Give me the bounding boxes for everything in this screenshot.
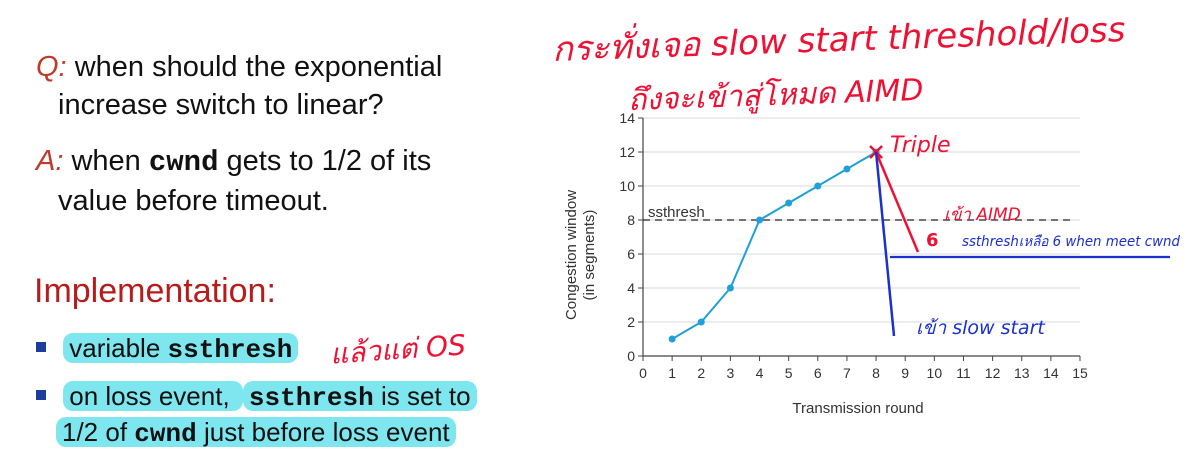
top-annotation-line1: กระทั่งเจอ slow start threshold/loss [551, 10, 1127, 70]
question-block: Q: when should the exponential increase … [36, 48, 556, 124]
x-tick-label: 6 [814, 365, 822, 381]
bullet2-text-a: on loss event, [69, 381, 230, 411]
y-tick-label: 14 [619, 110, 635, 126]
bullet2-line2-a: 1/2 of [62, 417, 128, 447]
enter-aimd-annotation: เข้า AIMD [944, 205, 1021, 225]
bullet-square-icon [36, 342, 46, 353]
y-tick-label: 10 [619, 178, 635, 194]
a-prefix: A: [36, 145, 64, 177]
ssthresh-label: ssthresh [648, 204, 705, 221]
os-note: แล้วแต่ OS [328, 328, 467, 371]
implementation-title: Implementation: [34, 272, 276, 310]
slow-start-annotation: เข้า slow start [916, 317, 1046, 339]
x-tick-label: 10 [927, 365, 943, 381]
data-point [726, 284, 734, 292]
bullet1-text: variable [69, 333, 161, 363]
x-tick-label: 15 [1072, 365, 1088, 381]
x-tick-label: 0 [639, 365, 647, 381]
y-tick-label: 8 [627, 212, 635, 228]
x-tick-label: 13 [1014, 365, 1030, 381]
bullet2-highlight-a: on loss event, [63, 381, 243, 411]
x-tick-label: 5 [785, 365, 793, 381]
x-tick-label: 1 [668, 365, 676, 381]
bullet1-code: ssthresh [167, 335, 293, 365]
six-annotation: 6 [926, 230, 939, 251]
data-point [697, 318, 705, 326]
bullet2-highlight-b: ssthresh is set to [242, 381, 477, 413]
x-axis-label: Transmission round [792, 400, 923, 417]
bullet2-text-b: is set to [380, 381, 471, 411]
x-tick-label: 14 [1043, 365, 1059, 381]
data-point [756, 216, 764, 224]
a-text-line2: value before timeout. [58, 185, 329, 217]
data-point [785, 199, 793, 207]
x-tick-label: 3 [727, 365, 735, 381]
x-tick-label: 12 [985, 365, 1001, 381]
y-axis-label-line1: Congestion window [563, 190, 580, 320]
bullet2-line2-b: just before loss event [203, 417, 450, 447]
y-tick-label: 2 [627, 314, 635, 330]
x-tick-label: 8 [872, 365, 880, 381]
q-text-line1: when should the exponential [74, 51, 443, 83]
y-tick-label: 6 [627, 246, 635, 262]
bullet-loss-event-line2: 1/2 of cwnd just before loss event [56, 414, 456, 452]
bullet-loss-event: on loss event, ssthresh is set to [36, 378, 477, 416]
q-prefix: Q: [36, 51, 67, 83]
ssthresh-six-annotation: ssthreshเหลือ 6 when meet cwnd [962, 234, 1180, 250]
bullet2-code: ssthresh [248, 383, 374, 413]
x-tick-label: 11 [956, 365, 971, 381]
y-tick-label: 12 [619, 144, 635, 160]
x-tick-label: 9 [901, 365, 909, 381]
a-text-line1b: gets to 1/2 of its [226, 145, 432, 177]
data-point [814, 182, 822, 190]
bullet1-highlight: variable ssthresh [63, 333, 299, 365]
aimd-red-stroke [874, 151, 920, 253]
cwnd-series [668, 148, 880, 343]
triple-annotation: Triple [890, 133, 951, 158]
q-text-line2: increase switch to linear? [58, 89, 384, 121]
y-tick-label: 4 [627, 280, 635, 296]
handwritten-ink [869, 145, 1170, 337]
y-tick-label: 0 [627, 348, 635, 364]
x-tick-label: 7 [843, 365, 851, 381]
a-text-line1a: when [71, 145, 141, 177]
x-tick-label: 2 [697, 365, 705, 381]
data-point [843, 165, 851, 173]
cwnd-line [671, 151, 877, 340]
a-code-cwnd: cwnd [148, 146, 219, 179]
slow-start-blue-stroke [874, 151, 896, 337]
data-point [668, 335, 676, 343]
answer-block: A: when cwnd gets to 1/2 of its value be… [36, 142, 556, 220]
bullet-square-icon [36, 390, 46, 401]
y-axis-label-line2: (in segments) [581, 210, 598, 301]
bullet2-line2-code: cwnd [134, 419, 197, 449]
bullet2-line2-highlight: 1/2 of cwnd just before loss event [56, 417, 456, 449]
x-tick-label: 4 [756, 365, 764, 381]
bullet-variable: variable ssthresh [36, 330, 299, 368]
